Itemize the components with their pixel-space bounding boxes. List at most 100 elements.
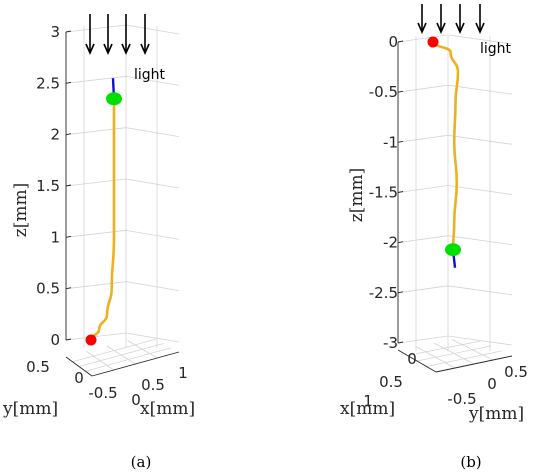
grid-line [125,332,180,343]
grid-line [397,235,449,244]
light-arrow [436,4,446,34]
grid-line [127,340,158,359]
z-tick-label: -3 [383,334,398,352]
start-marker [427,36,439,48]
grid-line [65,281,127,290]
grid-line [447,235,513,246]
grid-line [125,229,180,240]
y-tick-label: 0 [487,375,497,393]
end-marker [106,92,122,106]
x-axis-label: x[mm] [140,399,195,419]
x-tick-label: 0.5 [379,373,403,391]
x-tick-label: 1 [178,364,188,382]
z-axis-label: z[mm] [11,183,31,237]
z-tick-label: 1.5 [36,177,60,195]
light-arrow-head [436,22,446,34]
z-tick [65,184,72,187]
x-tick-label: 0 [407,350,417,368]
grid-line [426,350,502,367]
z-tick [397,40,404,43]
x-tick-label: 1 [363,392,373,410]
panel-caption: (a) [131,453,152,471]
z-tick [65,30,72,33]
y-tick-label: 0 [74,369,84,387]
z-tick-label: 0 [388,33,398,51]
light-arrow [140,14,150,55]
panel-caption: (b) [460,453,481,471]
light-arrow-head [121,43,131,55]
light-arrow-head [85,43,95,55]
light-arrow [475,4,485,34]
base-edge [91,351,180,377]
z-tick-label: 2 [50,126,60,144]
grid-line [65,24,127,33]
grid-line [397,84,449,93]
grid-line [65,75,127,84]
z-tick [397,241,404,244]
base-edge [397,349,437,373]
grid-line [125,75,180,86]
z-tick [397,291,404,294]
light-arrow-head [475,22,485,34]
light-arrow-head [455,22,465,34]
grid-line [397,185,449,193]
x-tick-label: 0 [131,391,141,409]
grid-line [78,343,164,367]
y-axis-label: y[mm] [2,399,58,419]
x-axis-label: x[mm] [340,399,395,419]
base-edge [65,356,93,377]
grid-line [447,185,513,195]
grid-line [397,134,449,143]
z-tick-label: 1 [50,228,60,246]
light-arrow [417,4,427,34]
grid-line [125,24,180,35]
light-arrow [103,14,113,55]
z-tick-label: 2.5 [36,74,60,92]
grid-line [125,178,180,189]
grid-line [65,178,127,187]
grid-line [416,345,492,362]
y-tick-label: -0.5 [447,390,476,408]
z-tick-label: -1 [383,133,398,151]
grid-line [447,34,513,45]
grid-line [85,347,172,372]
z-tick [397,140,404,143]
grid-line [447,285,513,296]
grid-line [397,285,449,294]
z-tick [65,81,72,84]
z-axis-label: z[mm] [347,168,367,222]
z-tick-label: -1.5 [369,184,398,202]
grid-line [447,84,513,95]
light-label: light [134,67,166,83]
grid-line [65,127,127,136]
light-arrow [85,14,95,55]
light-arrow [121,14,131,55]
light-arrow [455,4,465,34]
z-tick [65,338,72,341]
grid-line [125,127,180,138]
z-tick-label: 0.5 [36,280,60,298]
z-tick-label: 0 [50,331,60,349]
light-label: light [480,41,512,57]
grid-line [447,134,513,145]
y-tick-label: 0.5 [504,363,528,381]
light-arrow-head [103,43,113,55]
panel-a: 00.511.522.5300.510.50-0.5x[mm]y[mm]z[mm… [2,14,195,471]
grid-line [397,34,449,43]
grid-line [125,281,180,292]
z-tick [397,341,404,344]
z-tick [65,287,72,290]
grid-line [65,229,127,238]
grid-line [65,332,127,341]
rod-curve [431,41,460,250]
grid-line [397,335,449,344]
grid-line [447,335,513,346]
rod-curve [89,98,116,341]
base-edge [435,355,513,373]
y-axis-label: y[mm] [468,404,524,424]
y-tick-label: -0.5 [88,384,117,402]
z-tick [397,191,404,193]
grid-line [451,339,494,361]
